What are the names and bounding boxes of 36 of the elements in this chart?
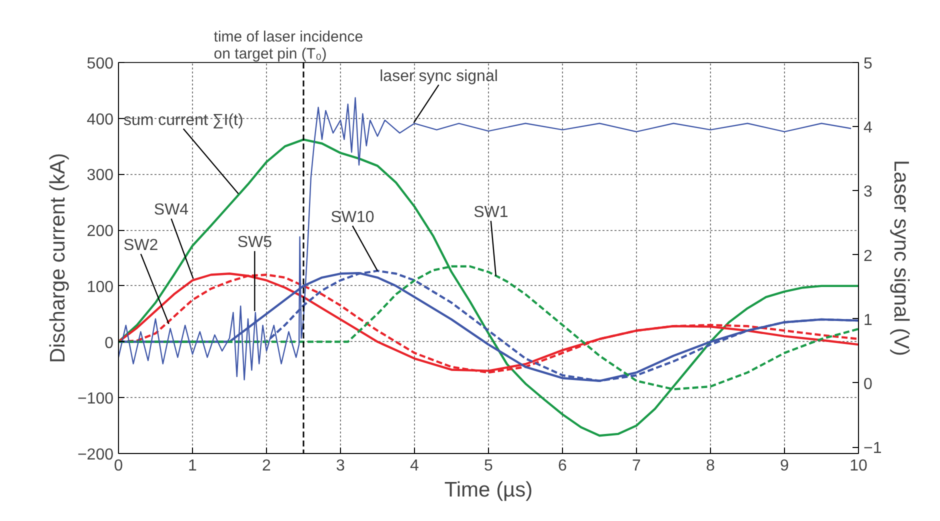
y-tick-label: 200 bbox=[86, 223, 114, 240]
y-tick-label: 0 bbox=[104, 334, 114, 352]
y2-tick-label: 0 bbox=[864, 376, 872, 393]
x-tick-label: 4 bbox=[410, 458, 420, 474]
x-tick-label: 2 bbox=[262, 458, 272, 474]
annotation: laser sync signal bbox=[380, 68, 498, 85]
x-tick-label: 7 bbox=[632, 458, 642, 474]
x-tick-label: 5 bbox=[484, 458, 494, 474]
ref-line-label: time of laser incidence on target pin (T₀) bbox=[214, 28, 364, 62]
y2-tick-label: 3 bbox=[864, 184, 872, 201]
annotation: SW2 bbox=[123, 236, 158, 254]
y2-tick-label: −1 bbox=[864, 440, 882, 458]
y-tick-label: 100 bbox=[86, 278, 114, 296]
y2-axis-title: Laser sync signal (V) bbox=[890, 160, 913, 356]
x-tick-label: 3 bbox=[336, 458, 346, 474]
y-tick-label: −200 bbox=[77, 446, 114, 464]
annotation: SW1 bbox=[474, 204, 508, 221]
y-axis-title: Discharge current (kA) bbox=[46, 152, 70, 364]
y2-tick-label: 2 bbox=[864, 248, 872, 265]
y2-tick-label: 5 bbox=[864, 56, 872, 72]
annotation: SW10 bbox=[330, 208, 374, 226]
x-tick-label: 9 bbox=[780, 458, 790, 474]
y-tick-label: 500 bbox=[86, 56, 114, 72]
x-tick-label: 1 bbox=[188, 458, 198, 474]
annotation: SW4 bbox=[154, 202, 189, 219]
annotation: sum current ∑I(t) bbox=[123, 112, 244, 129]
x-tick-label: 10 bbox=[850, 458, 868, 474]
y2-tick-label: 4 bbox=[864, 120, 872, 137]
y-tick-label: 300 bbox=[86, 167, 114, 184]
x-axis-title: Time (µs) bbox=[444, 478, 533, 502]
y-tick-label: 400 bbox=[86, 111, 114, 128]
annotation: SW5 bbox=[237, 234, 272, 252]
y2-tick-label: 1 bbox=[864, 312, 872, 329]
y-tick-label: −100 bbox=[77, 390, 114, 408]
x-tick-label: 6 bbox=[558, 458, 568, 474]
x-tick-label: 8 bbox=[706, 458, 716, 474]
